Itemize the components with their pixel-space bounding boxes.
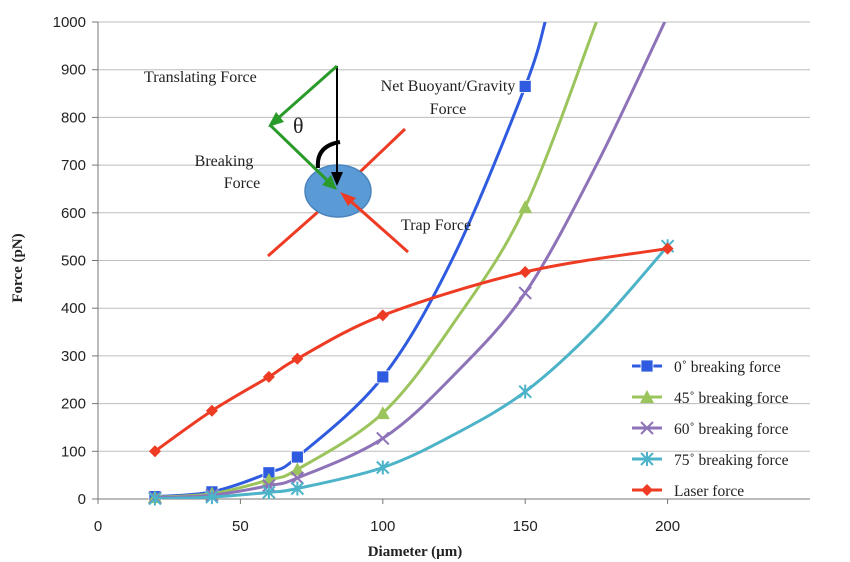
legend-marker (640, 421, 654, 435)
data-point (262, 370, 275, 383)
y-tick-label: 700 (61, 157, 86, 174)
data-point (205, 404, 218, 417)
data-point (291, 352, 304, 365)
legend-marker (640, 390, 654, 403)
data-point (148, 445, 161, 458)
trap-force-arrowhead (340, 192, 356, 206)
x-tick-label: 150 (513, 518, 538, 535)
data-point (376, 460, 390, 475)
data-point (519, 265, 532, 278)
tick-labels: 0 100 200 300 400 500 600 700 800 900 1000 0 50 100 15… (53, 14, 680, 535)
data-point (518, 79, 532, 93)
series-group (147, 22, 675, 506)
y-tick-label: 600 (61, 205, 86, 222)
legend: 0˚ breaking force 45˚ breaking force 60˚ b… (632, 359, 789, 500)
y-tick-label: 400 (61, 300, 86, 317)
y-tick-label: 100 (61, 443, 86, 460)
x-tick-label: 200 (655, 518, 680, 535)
data-point (376, 309, 389, 322)
theta-label: θ (293, 113, 304, 138)
data-point (290, 462, 305, 476)
breaking-force-arrowhead (322, 175, 337, 190)
y-tick-label: 1000 (53, 14, 86, 31)
breaking-force-arrow (268, 123, 333, 186)
legend-label: 0˚ breaking force (674, 359, 781, 376)
trap-force-label: Trap Force (401, 217, 471, 234)
y-tick-label: 800 (61, 109, 86, 126)
legend-label: 75˚ breaking force (674, 452, 789, 469)
y-tick-label: 300 (61, 348, 86, 365)
data-point (518, 384, 532, 399)
breaking-label-line1: Breaking (195, 153, 254, 170)
data-point (376, 370, 390, 384)
data-point (375, 406, 390, 420)
data-point (661, 242, 674, 255)
translating-force-arrow (275, 64, 338, 122)
x-tick-label: 50 (232, 518, 249, 535)
translating-force-label: Translating Force (144, 69, 257, 86)
breaking-label-line2: Force (224, 175, 260, 192)
theta-angle-arc (315, 140, 341, 169)
data-point (376, 431, 390, 446)
data-point (148, 491, 162, 506)
force-diagram-inset: Translating Force Net Buoyant/Gravity Fo… (144, 64, 516, 258)
legend-marker (640, 359, 654, 373)
data-point (290, 471, 305, 485)
y-tick-label: 500 (61, 253, 86, 270)
translating-force-arrowhead (268, 112, 284, 127)
data-point (262, 485, 276, 500)
data-point (290, 450, 304, 464)
net-buoyant-label-line2: Force (430, 101, 466, 118)
data-point (205, 490, 219, 505)
y-tick-label: 0 (78, 491, 86, 508)
x-tick-label: 0 (94, 518, 102, 535)
net-buoyant-arrowhead (331, 172, 343, 186)
legend-label: Laser force (674, 483, 744, 500)
data-point (290, 481, 305, 496)
grid-lines (98, 21, 810, 452)
y-tick-label: 900 (61, 62, 86, 79)
legend-marker (640, 452, 654, 466)
legend-label: 45˚ breaking force (674, 390, 789, 407)
x-tick-label: 100 (370, 518, 395, 535)
legend-label: 60˚ breaking force (674, 421, 789, 438)
series-line (154, 22, 667, 499)
net-buoyant-label-line1: Net Buoyant/Gravity (381, 78, 516, 95)
data-point (518, 286, 532, 300)
legend-marker (641, 484, 653, 496)
x-axis-title: Diameter (µm) (368, 544, 463, 560)
y-tick-label: 200 (61, 396, 86, 413)
trap-force-arrow (345, 195, 409, 254)
y-axis-title: Force (pN) (10, 233, 26, 302)
data-point (518, 200, 533, 214)
series-line (154, 245, 669, 499)
